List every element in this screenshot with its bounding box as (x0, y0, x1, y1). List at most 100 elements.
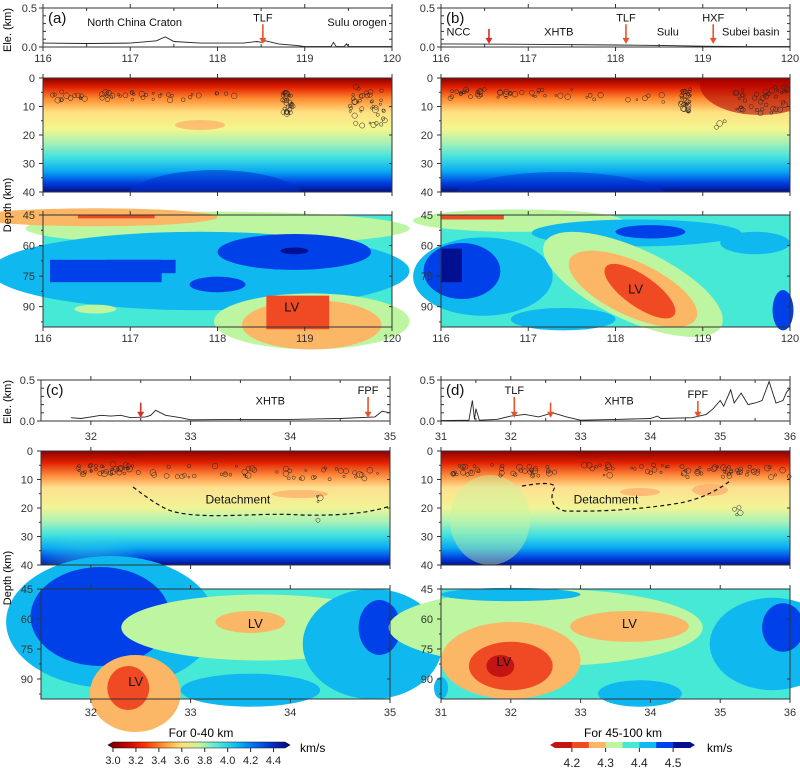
elevation-frame-c (40, 379, 391, 422)
mantle-ytick-label: 90 (421, 302, 433, 314)
colorbar-mantle-ramp (550, 742, 695, 748)
earthquake-circle (151, 91, 155, 95)
earthquake-circle (533, 94, 537, 98)
earthquake-circle (587, 93, 593, 98)
earthquake-circle (610, 466, 615, 471)
mantle-ytick-label: 75 (421, 644, 433, 656)
colorbar-crust-tick-label: 3.4 (151, 755, 166, 767)
earthquake-circle (543, 94, 547, 98)
earthquake-circle (732, 506, 737, 512)
mantle-ytick-label: 45 (21, 584, 33, 596)
earthquake-circle (724, 470, 729, 475)
earthquake-circle (88, 462, 93, 468)
colorbar-mantle-tick-label: 4.5 (665, 756, 682, 770)
elevation-profile-a (42, 36, 392, 48)
earthquake-circle (125, 463, 131, 469)
earthquake-circle (513, 472, 518, 477)
earthquake-circle (714, 124, 719, 130)
earthquake-circle (530, 469, 534, 473)
earthquake-circle (338, 468, 344, 474)
earthquake-circle (130, 464, 134, 468)
velocity-block (441, 215, 504, 220)
earthquake-circle (106, 89, 112, 96)
detachment-label: Detachment (206, 492, 271, 506)
colorbar-crust-tick-label: 4.2 (243, 755, 258, 767)
mantle-xtick-label: 118 (607, 333, 625, 345)
earthquake-circle (482, 87, 487, 92)
elevation-xtick-label: 33 (184, 431, 196, 443)
earthquake-circle (687, 99, 692, 104)
colorbar-crust-title: For 0-40 km (169, 726, 234, 740)
earthquake-circle (606, 472, 613, 479)
earthquake-circle (317, 494, 324, 501)
earthquake-circle (151, 472, 157, 478)
crust-ytick-label: 30 (21, 532, 33, 544)
earthquake-circle (465, 88, 470, 93)
earthquake-circle (235, 464, 238, 468)
crust-ytick-label: 30 (421, 159, 433, 171)
mantle-ytick-label: 75 (21, 644, 33, 656)
earthquake-circle (149, 469, 157, 476)
earthquake-circle (659, 470, 663, 474)
earthquake-circle (498, 470, 505, 476)
earthquake-circle (774, 94, 778, 99)
velocity-block (189, 276, 246, 293)
colorbar-crust-tick-label: 4.4 (266, 755, 281, 767)
velocity-block (266, 295, 330, 330)
earthquake-circle (358, 93, 364, 99)
earthquake-circle (166, 92, 171, 97)
earthquake-circle (522, 468, 528, 474)
mantle-xtick-label: 119 (694, 333, 712, 345)
earthquake-circle (679, 95, 684, 100)
elevation-xtick-label: 35 (714, 431, 726, 443)
earthquake-circle (275, 470, 279, 474)
mantle-xtick-label: 34 (284, 707, 296, 719)
velocity-block (77, 215, 155, 219)
earthquake-circle (116, 93, 121, 97)
crust-section-a (43, 78, 392, 192)
earthquake-circle (242, 473, 246, 477)
earthquake-circle (89, 469, 93, 473)
colorbar-mantle-segment (656, 742, 674, 748)
earthquake-circle (108, 470, 113, 476)
earthquake-circle (536, 473, 541, 478)
earthquake-circle (474, 92, 480, 98)
earthquake-circle (557, 92, 564, 99)
earthquake-circle (526, 463, 533, 470)
mantle-xtick-label: 120 (781, 333, 799, 345)
earthquake-circle (334, 467, 339, 471)
earthquake-circle (476, 469, 481, 474)
mantle-frame-c (40, 588, 391, 700)
crust-section-b (441, 78, 790, 192)
earthquake-circle (490, 463, 494, 467)
earthquake-circle (720, 464, 727, 471)
earthquake-circle (742, 98, 747, 103)
earthquake-circle (282, 89, 288, 95)
colorbar-mantle: For 45-100 km 4.2 4.3 4.4 4.5 km/s (550, 726, 732, 770)
earthquake-circle (280, 93, 286, 98)
earthquake-circle (357, 98, 362, 103)
earthquake-circle (605, 461, 611, 468)
earthquake-circle (117, 465, 124, 471)
earthquake-circle (135, 470, 141, 475)
earthquake-circle (461, 466, 465, 470)
earthquake-circle (686, 109, 691, 114)
mantle-xtick-label: 31 (435, 707, 447, 719)
earthquake-circle (130, 97, 135, 102)
earthquake-circle (754, 91, 760, 97)
panel-label-d: (d) (446, 382, 464, 399)
earthquake-circle (683, 89, 687, 93)
earthquake-circle (94, 463, 98, 468)
earthquake-circle (285, 104, 290, 109)
earthquake-circle (460, 464, 466, 470)
earthquake-circle (359, 93, 365, 99)
earthquake-circle (686, 110, 689, 113)
earthquake-circle (241, 468, 248, 475)
mantle-ytick-label: 75 (23, 271, 35, 283)
colorbar-crust: For 0-40 km 3.0 3.2 3.4 3.6 3.8 4.0 4.2 4.4 km/… (105, 726, 325, 767)
earthquake-circle (376, 472, 379, 475)
fault-arrow-head (485, 37, 493, 44)
terrane-label: Subei basin (722, 26, 780, 38)
terrane-label: NCC (447, 26, 471, 38)
